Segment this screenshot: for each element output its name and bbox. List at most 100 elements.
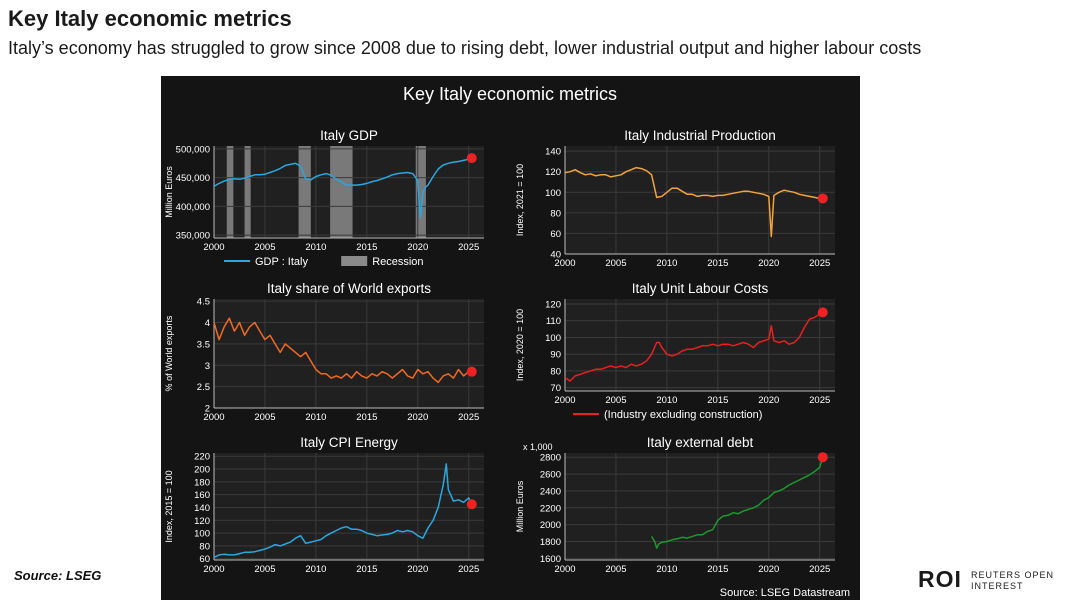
chart-5: 1600 1800 2000 2200 2400 2600 2800 2000 2005 2010…: [515, 435, 835, 575]
x-tick-label: 2025: [458, 412, 479, 423]
x-tick-label: 2005: [254, 242, 275, 253]
y-tick-label: 3.5: [197, 339, 210, 350]
chart-title: Italy Industrial Production: [624, 128, 776, 143]
y-axis-label: Index, 2015 = 100: [164, 470, 174, 542]
roi-tagline-line1: REUTERS OPEN: [971, 570, 1055, 580]
x-tick-label: 2005: [254, 412, 275, 423]
chart-0: 350,000 400,000 450,000 500,000 2000 2005 2010…: [164, 128, 484, 268]
x-tick-label: 2000: [554, 395, 575, 406]
y-tick-label: 80: [550, 208, 561, 219]
last-value-marker: [817, 193, 828, 204]
plot-area: [214, 299, 484, 408]
recession-band: [244, 146, 251, 238]
x-tick-label: 2010: [656, 395, 677, 406]
chart-title: Italy CPI Energy: [300, 435, 398, 450]
y-tick-label: 90: [550, 350, 561, 361]
y-tick-label: 100: [545, 333, 561, 344]
y-axis-label: Million Euros: [164, 166, 174, 218]
x-tick-label: 2010: [305, 412, 326, 423]
x-tick-label: 2025: [458, 564, 479, 575]
x-tick-label: 2025: [458, 242, 479, 253]
y-tick-label: 60: [550, 229, 561, 240]
chart-3: 70 80 90 100 110 120 2000 2005 2010 2015 2020 2025 I…: [515, 281, 835, 421]
chart-title: Italy GDP: [320, 128, 378, 143]
recession-band: [330, 146, 353, 238]
x-tick-label: 2015: [356, 564, 377, 575]
x-tick-label: 2020: [758, 258, 779, 269]
source-note: Source: LSEG: [14, 568, 102, 583]
x-tick-label: 2020: [407, 242, 428, 253]
x-tick-label: 2005: [605, 258, 626, 269]
page-subtitle: Italy’s economy has struggled to grow si…: [8, 38, 922, 58]
y-tick-label: 100: [194, 529, 210, 540]
series-line: [213, 157, 473, 219]
legend-label: Recession: [372, 256, 423, 268]
figure-source: Source: LSEG Datastream: [720, 587, 850, 599]
y-tick-label: 450,000: [176, 173, 210, 184]
y-tick-label: 1800: [540, 537, 561, 548]
chart-title: Italy share of World exports: [267, 281, 431, 296]
series-line: [564, 311, 824, 382]
y-tick-label: 140: [545, 147, 561, 158]
y-tick-label: 500,000: [176, 144, 210, 155]
roi-logo: ROI: [918, 566, 962, 592]
chart-title: Italy external debt: [647, 435, 754, 450]
chart-title: Italy Unit Labour Costs: [632, 281, 769, 296]
y-tick-label: 70: [550, 383, 561, 394]
x-tick-label: 2010: [656, 258, 677, 269]
chart-2: 2 2.5 3 3.5 4 4.5 2000 2005 2010 2015 2020 2025 Ital…: [164, 281, 484, 423]
recession-band: [298, 146, 311, 238]
y-tick-label: 140: [194, 503, 210, 514]
chart-1: 40 60 80 100 120 140 2000 2005 2010 2015 2020 2025 I…: [515, 128, 835, 269]
x-tick-label: 2005: [254, 564, 275, 575]
y-tick-label: 80: [550, 366, 561, 377]
y-tick-label: 2.5: [197, 382, 210, 393]
series-line: [564, 166, 823, 238]
figure-panel: Key Italy economic metrics Source: LSEG …: [161, 76, 860, 600]
figure-title: Key Italy economic metrics: [403, 84, 617, 104]
y-tick-label: 160: [194, 490, 210, 501]
last-value-marker: [466, 366, 477, 377]
x-tick-label: 2010: [656, 564, 677, 575]
x-tick-label: 2005: [605, 564, 626, 575]
x-tick-label: 2010: [305, 242, 326, 253]
y-tick-label: 400,000: [176, 202, 210, 213]
y-tick-label: 200: [194, 465, 210, 476]
y-tick-label: 120: [545, 300, 561, 311]
y-tick-label: 180: [194, 477, 210, 488]
x-tick-label: 2020: [407, 564, 428, 575]
legend-label: GDP : Italy: [255, 256, 308, 268]
plot-area: [565, 453, 835, 560]
y-axis-label: Index, 2021 = 100: [515, 164, 525, 236]
x-tick-label: 2025: [809, 258, 830, 269]
x-tick-label: 2000: [203, 412, 224, 423]
y-tick-label: 2: [205, 404, 210, 415]
y-tick-label: 2800: [540, 453, 561, 464]
roi-tagline-line2: INTEREST: [971, 581, 1024, 591]
last-value-marker: [466, 499, 477, 510]
y-axis-label: % of World exports: [164, 315, 174, 391]
x-tick-label: 2015: [356, 412, 377, 423]
y-tick-label: 2000: [540, 520, 561, 531]
x-tick-label: 2000: [203, 242, 224, 253]
figure-svg: Key Italy economic metrics Source: LSEG …: [164, 84, 850, 599]
y-tick-label: 110: [546, 316, 561, 327]
x-tick-label: 2020: [758, 564, 779, 575]
y-tick-label: 60: [199, 554, 210, 565]
y-tick-label: 100: [545, 188, 561, 199]
x-tick-label: 2015: [707, 564, 728, 575]
series-line: [213, 463, 473, 559]
y-tick-label: 2400: [540, 486, 561, 497]
x-tick-label: 2010: [305, 564, 326, 575]
x-tick-label: 2025: [809, 395, 830, 406]
unit-note: x 1,000: [523, 442, 553, 452]
x-tick-label: 2000: [554, 564, 575, 575]
x-tick-label: 2015: [707, 258, 728, 269]
last-value-marker: [817, 307, 828, 318]
series-line: [650, 456, 824, 549]
plot-area: [565, 299, 835, 391]
x-tick-label: 2025: [809, 564, 830, 575]
x-tick-label: 2015: [707, 395, 728, 406]
y-tick-label: 4.5: [197, 297, 210, 308]
